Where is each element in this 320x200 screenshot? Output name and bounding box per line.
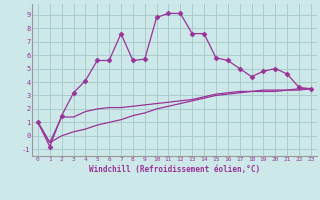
X-axis label: Windchill (Refroidissement éolien,°C): Windchill (Refroidissement éolien,°C) bbox=[89, 165, 260, 174]
